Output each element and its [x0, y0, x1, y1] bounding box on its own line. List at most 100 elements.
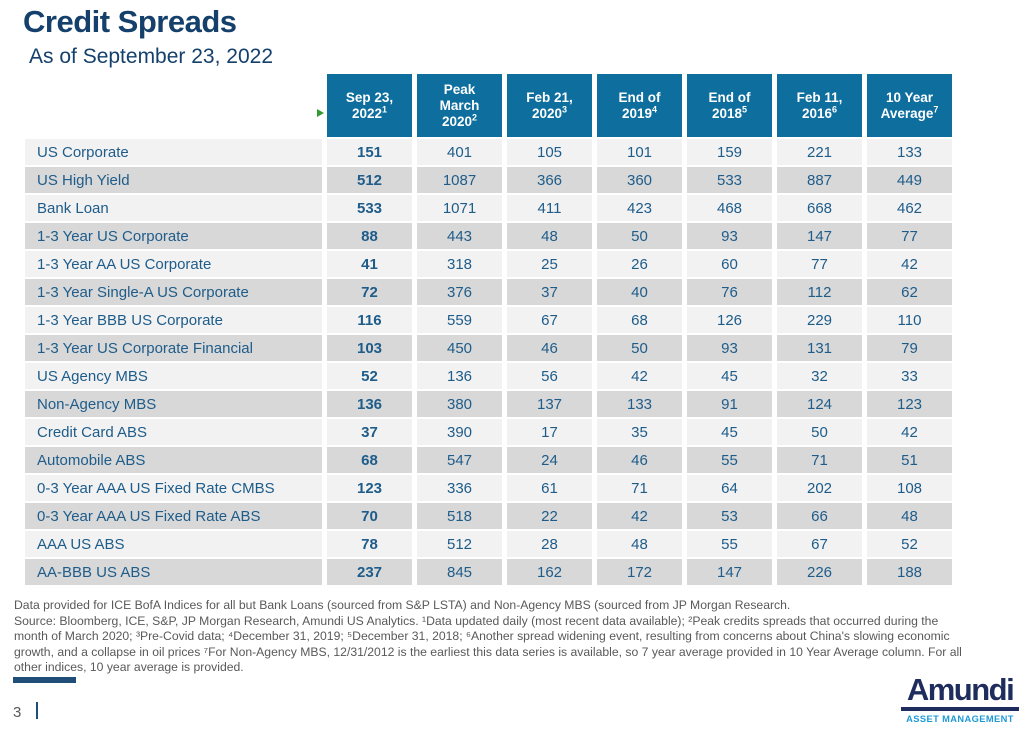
row-label: 0-3 Year AAA US Fixed Rate ABS — [25, 503, 322, 529]
cell-value: 52 — [867, 531, 952, 557]
cell-value: 46 — [597, 447, 682, 473]
cell-value: 46 — [507, 335, 592, 361]
column-header: 10 Year Average7 — [867, 74, 952, 137]
cell-value: 668 — [777, 195, 862, 221]
cell-value: 50 — [597, 223, 682, 249]
row-label: US Corporate — [25, 139, 322, 165]
cell-value: 318 — [417, 251, 502, 277]
cell-value: 101 — [597, 139, 682, 165]
cell-value: 72 — [327, 279, 412, 305]
row-label: 1-3 Year BBB US Corporate — [25, 307, 322, 333]
cell-value: 147 — [777, 223, 862, 249]
cell-value: 88 — [327, 223, 412, 249]
cell-value: 51 — [867, 447, 952, 473]
cell-value: 411 — [507, 195, 592, 221]
column-header: End of 20194 — [597, 74, 682, 137]
row-label: 1-3 Year US Corporate — [25, 223, 322, 249]
footnotes: Data provided for ICE BofA Indices for a… — [14, 598, 1029, 676]
column-header: Peak March 20202 — [417, 74, 502, 137]
cell-value: 533 — [687, 167, 772, 193]
cell-value: 390 — [417, 419, 502, 445]
cell-value: 77 — [777, 251, 862, 277]
cell-value: 468 — [687, 195, 772, 221]
row-label: AA-BBB US ABS — [25, 559, 322, 585]
cell-value: 48 — [867, 503, 952, 529]
amundi-logo: Amundi ASSET MANAGEMENT — [901, 674, 1019, 724]
cell-value: 67 — [777, 531, 862, 557]
footnote-line: Data provided for ICE BofA Indices for a… — [14, 598, 791, 612]
row-label: 1-3 Year AA US Corporate — [25, 251, 322, 277]
cell-value: 77 — [867, 223, 952, 249]
cell-value: 449 — [867, 167, 952, 193]
cell-value: 91 — [687, 391, 772, 417]
page-number: 3 — [13, 704, 22, 721]
cell-value: 67 — [507, 307, 592, 333]
column-header: End of 20185 — [687, 74, 772, 137]
page-subtitle: As of September 23, 2022 — [29, 45, 273, 68]
cell-value: 110 — [867, 307, 952, 333]
cell-value: 33 — [867, 363, 952, 389]
amundi-tagline: ASSET MANAGEMENT — [906, 714, 1014, 724]
cell-value: 76 — [687, 279, 772, 305]
cell-value: 42 — [597, 363, 682, 389]
cell-value: 37 — [507, 279, 592, 305]
row-label: US Agency MBS — [25, 363, 322, 389]
cell-value: 172 — [597, 559, 682, 585]
cell-value: 376 — [417, 279, 502, 305]
row-label: Credit Card ABS — [25, 419, 322, 445]
cell-value: 71 — [777, 447, 862, 473]
accent-bar — [13, 677, 76, 683]
cell-value: 137 — [507, 391, 592, 417]
cell-value: 336 — [417, 475, 502, 501]
column-header: Sep 23, 20221 — [327, 74, 412, 137]
cell-value: 123 — [867, 391, 952, 417]
cell-value: 22 — [507, 503, 592, 529]
cell-value: 1087 — [417, 167, 502, 193]
cell-value: 79 — [867, 335, 952, 361]
cell-value: 229 — [777, 307, 862, 333]
cell-value: 93 — [687, 335, 772, 361]
row-label: AAA US ABS — [25, 531, 322, 557]
cell-value: 56 — [507, 363, 592, 389]
credit-spreads-table: Sep 23, 20221 Peak March 20202 Feb 21, 20203 En… — [25, 74, 952, 585]
cell-value: 50 — [777, 419, 862, 445]
cell-value: 26 — [597, 251, 682, 277]
cell-value: 93 — [687, 223, 772, 249]
cell-value: 48 — [507, 223, 592, 249]
cell-value: 226 — [777, 559, 862, 585]
cell-value: 55 — [687, 447, 772, 473]
cell-value: 126 — [687, 307, 772, 333]
cell-value: 533 — [327, 195, 412, 221]
cell-value: 133 — [867, 139, 952, 165]
cell-value: 55 — [687, 531, 772, 557]
cell-value: 103 — [327, 335, 412, 361]
cell-value: 188 — [867, 559, 952, 585]
cell-value: 64 — [687, 475, 772, 501]
cell-value: 443 — [417, 223, 502, 249]
row-label: Automobile ABS — [25, 447, 322, 473]
column-header: Feb 11, 20166 — [777, 74, 862, 137]
cell-value: 24 — [507, 447, 592, 473]
cell-value: 559 — [417, 307, 502, 333]
cell-value: 78 — [327, 531, 412, 557]
cell-value: 159 — [687, 139, 772, 165]
cell-value: 25 — [507, 251, 592, 277]
cell-value: 136 — [417, 363, 502, 389]
cell-value: 221 — [777, 139, 862, 165]
cell-value: 512 — [327, 167, 412, 193]
cell-value: 366 — [507, 167, 592, 193]
cell-value: 147 — [687, 559, 772, 585]
cell-value: 60 — [687, 251, 772, 277]
cell-value: 42 — [597, 503, 682, 529]
row-label: 1-3 Year US Corporate Financial — [25, 335, 322, 361]
cell-value: 42 — [867, 251, 952, 277]
cell-value: 162 — [507, 559, 592, 585]
cell-value: 52 — [327, 363, 412, 389]
cell-value: 48 — [597, 531, 682, 557]
cell-value: 32 — [777, 363, 862, 389]
cell-value: 237 — [327, 559, 412, 585]
cell-value: 66 — [777, 503, 862, 529]
cell-value: 380 — [417, 391, 502, 417]
cell-value: 108 — [867, 475, 952, 501]
